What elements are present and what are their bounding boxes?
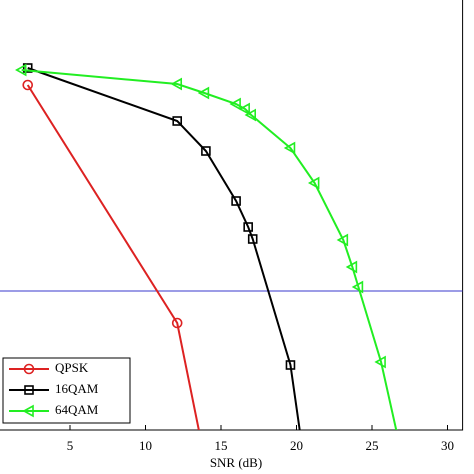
- point: [243, 222, 253, 232]
- point: [238, 102, 250, 116]
- legend-label: 16QAM: [55, 381, 99, 396]
- point: [374, 355, 386, 369]
- plot-area: [0, 63, 463, 455]
- legend-marker: [24, 385, 34, 395]
- x-tick-label: 15: [215, 438, 228, 453]
- x-tick-label: 30: [441, 438, 454, 453]
- legend-label: 64QAM: [55, 402, 99, 417]
- point: [229, 97, 241, 111]
- point: [15, 63, 27, 77]
- point: [198, 446, 207, 455]
- legend-label: QPSK: [55, 360, 89, 375]
- x-tick-label: 20: [290, 438, 303, 453]
- x-axis-label: SNR (dB): [210, 455, 262, 470]
- point: [285, 360, 296, 370]
- point: [171, 317, 183, 329]
- point: [22, 79, 34, 91]
- x-tick-label: 25: [366, 438, 379, 453]
- point: [170, 77, 183, 91]
- point: [247, 234, 258, 244]
- point: [244, 108, 256, 122]
- point: [396, 445, 405, 455]
- series-line: [21, 69, 398, 430]
- series-line: [27, 67, 301, 430]
- point: [172, 116, 183, 126]
- point: [283, 141, 296, 155]
- x-tick-label: 5: [67, 438, 74, 453]
- x-tick-label: 10: [139, 438, 152, 453]
- axes-frame: [0, 0, 464, 431]
- point: [197, 86, 210, 100]
- point: [336, 233, 349, 247]
- legend-marker: [22, 404, 34, 418]
- point: [307, 176, 320, 190]
- point: [345, 260, 358, 274]
- point: [231, 196, 241, 206]
- point: [22, 63, 33, 73]
- legend-marker: [23, 363, 35, 375]
- series-line: [26, 84, 200, 430]
- point: [201, 146, 211, 156]
- point: [351, 280, 364, 294]
